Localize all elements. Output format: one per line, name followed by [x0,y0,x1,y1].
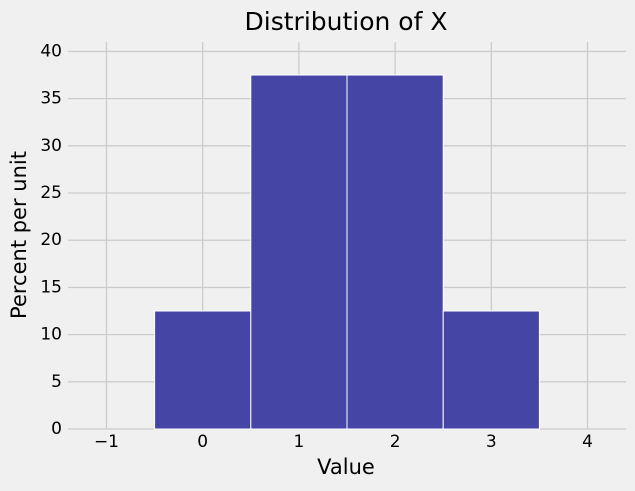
chart-title: Distribution of X [245,7,448,36]
y-tick-label: 20 [40,230,62,250]
y-tick-label: 0 [51,419,62,439]
y-tick-label: 35 [40,89,62,109]
x-tick-label: 1 [293,432,304,452]
x-tick-label: 0 [197,432,208,452]
x-tick-label: −1 [94,432,119,452]
bar [346,74,444,430]
y-tick-label: 40 [40,41,62,61]
bar [154,310,252,430]
bar [442,310,540,430]
x-tick-label: 4 [582,432,593,452]
x-tick-label: 3 [486,432,497,452]
y-axis-label: Percent per unit [7,151,31,319]
bar [250,74,348,430]
y-tick-label: 10 [40,325,62,345]
y-tick-label: 15 [40,277,62,297]
y-tick-label: 25 [40,183,62,203]
x-axis-label: Value [317,455,375,479]
x-tick-label: 2 [390,432,401,452]
y-tick-label: 5 [51,372,62,392]
y-tick-label: 30 [40,136,62,156]
